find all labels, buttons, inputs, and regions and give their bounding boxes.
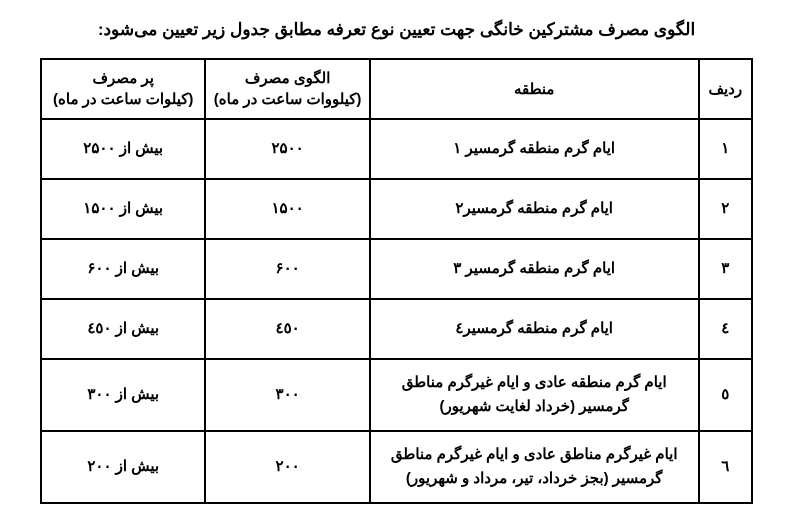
consumption-table: ردیف منطقه الگوی مصرف (کیلووات ساعت در م… [40, 58, 753, 504]
cell-high: بیش از ٤٥٠ [41, 299, 205, 359]
cell-num: ٦ [699, 431, 752, 503]
table-row: ۲ ایام گرم منطقه گرمسیر۲ ۱۵۰۰ بیش از ۱۵۰… [41, 179, 752, 239]
header-pattern-line2: (کیلووات ساعت در ماه) [214, 91, 362, 108]
table-row: ٤ ایام گرم منطقه گرمسیر٤ ٤٥٠ بیش از ٤٥٠ [41, 299, 752, 359]
header-pattern: الگوی مصرف (کیلووات ساعت در ماه) [205, 59, 369, 119]
header-region: منطقه [370, 59, 699, 119]
table-header-row: ردیف منطقه الگوی مصرف (کیلووات ساعت در م… [41, 59, 752, 119]
cell-num: ۳ [699, 239, 752, 299]
cell-region: ایام غیرگرم مناطق عادی و ایام غیرگرم منا… [370, 431, 699, 503]
cell-high: بیش از ۳۰۰ [41, 359, 205, 431]
cell-pattern: ۲۵۰۰ [205, 119, 369, 179]
cell-region: ایام گرم منطقه گرمسیر ۱ [370, 119, 699, 179]
cell-high: بیش از ۲۵۰۰ [41, 119, 205, 179]
cell-high: بیش از ۲۰۰ [41, 431, 205, 503]
cell-num: ٤ [699, 299, 752, 359]
cell-pattern: ۲۰۰ [205, 431, 369, 503]
header-high-line1: پر مصرف [92, 70, 154, 87]
cell-num: ۲ [699, 179, 752, 239]
table-row: ٦ ایام غیرگرم مناطق عادی و ایام غیرگرم م… [41, 431, 752, 503]
cell-pattern: ۱۵۰۰ [205, 179, 369, 239]
cell-region: ایام گرم منطقه گرمسیر٤ [370, 299, 699, 359]
page-title: الگوی مصرف مشترکین خانگی جهت تعیین نوع ت… [40, 20, 753, 40]
cell-region: ایام گرم منطقه گرمسیر۲ [370, 179, 699, 239]
cell-high: بیش از ۶۰۰ [41, 239, 205, 299]
header-high-line2: (کیلوات ساعت در ماه) [53, 91, 193, 108]
cell-pattern: ۳۰۰ [205, 359, 369, 431]
table-row: ۱ ایام گرم منطقه گرمسیر ۱ ۲۵۰۰ بیش از ۲۵… [41, 119, 752, 179]
header-row-num: ردیف [699, 59, 752, 119]
cell-num: ۱ [699, 119, 752, 179]
header-pattern-line1: الگوی مصرف [245, 70, 331, 87]
table-row: ٥ ایام گرم منطقه عادی و ایام غیرگرم مناط… [41, 359, 752, 431]
cell-region: ایام گرم منطقه عادی و ایام غیرگرم مناطق … [370, 359, 699, 431]
cell-num: ٥ [699, 359, 752, 431]
table-row: ۳ ایام گرم منطقه گرمسیر ۳ ۶۰۰ بیش از ۶۰۰ [41, 239, 752, 299]
cell-region: ایام گرم منطقه گرمسیر ۳ [370, 239, 699, 299]
cell-high: بیش از ۱۵۰۰ [41, 179, 205, 239]
cell-pattern: ٤٥٠ [205, 299, 369, 359]
cell-pattern: ۶۰۰ [205, 239, 369, 299]
header-high: پر مصرف (کیلوات ساعت در ماه) [41, 59, 205, 119]
